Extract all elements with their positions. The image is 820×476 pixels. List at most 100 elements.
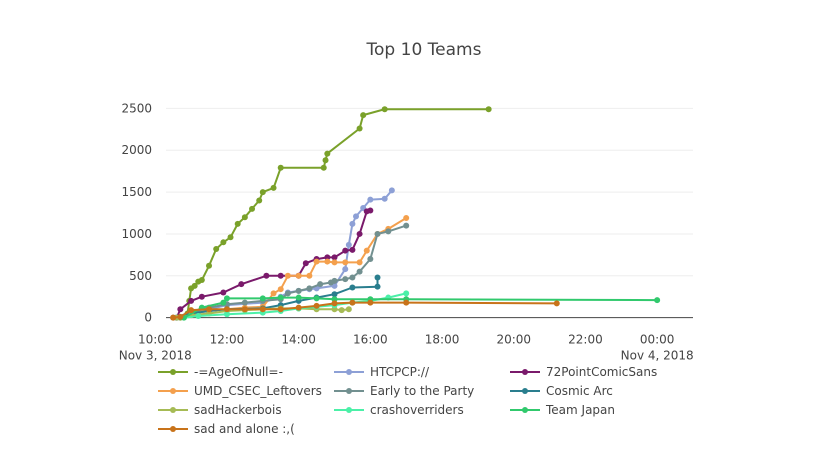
data-point[interactable] — [317, 281, 324, 288]
data-point[interactable] — [295, 287, 302, 294]
data-point[interactable] — [342, 259, 349, 266]
data-point[interactable] — [270, 290, 277, 297]
data-point[interactable] — [198, 293, 205, 300]
legend-item[interactable]: Cosmic Arc — [510, 384, 613, 398]
data-point[interactable] — [349, 220, 356, 227]
data-point[interactable] — [249, 205, 256, 212]
data-point[interactable] — [177, 306, 184, 313]
data-point[interactable] — [345, 306, 352, 313]
data-point[interactable] — [349, 274, 356, 281]
legend-item[interactable]: UMD_CSEC_Leftovers — [158, 384, 322, 398]
data-point[interactable] — [403, 299, 410, 306]
data-point[interactable] — [277, 164, 284, 171]
series-sad-and-alone[interactable] — [170, 299, 560, 321]
data-point[interactable] — [223, 306, 230, 313]
data-point[interactable] — [381, 195, 388, 202]
data-point[interactable] — [241, 214, 248, 221]
data-point[interactable] — [170, 314, 177, 321]
data-point[interactable] — [306, 285, 313, 292]
data-point[interactable] — [331, 259, 338, 266]
data-point[interactable] — [206, 306, 213, 313]
data-point[interactable] — [206, 262, 213, 269]
data-point[interactable] — [403, 215, 410, 222]
data-point[interactable] — [374, 274, 381, 281]
data-point[interactable] — [324, 254, 331, 261]
data-point[interactable] — [238, 281, 245, 288]
data-point[interactable] — [302, 260, 309, 267]
data-point[interactable] — [356, 268, 363, 275]
series-team-japan[interactable] — [180, 294, 661, 321]
data-point[interactable] — [331, 254, 338, 261]
data-point[interactable] — [313, 295, 320, 302]
data-point[interactable] — [374, 283, 381, 290]
data-point[interactable] — [277, 306, 284, 313]
data-point[interactable] — [342, 266, 349, 273]
data-point[interactable] — [553, 300, 560, 307]
data-point[interactable] — [195, 312, 202, 319]
data-point[interactable] — [331, 291, 338, 298]
data-point[interactable] — [403, 290, 410, 297]
data-point[interactable] — [349, 246, 356, 253]
data-point[interactable] — [338, 307, 345, 314]
data-point[interactable] — [188, 297, 195, 304]
data-point[interactable] — [367, 299, 374, 306]
data-point[interactable] — [270, 184, 277, 191]
data-point[interactable] — [313, 302, 320, 309]
data-point[interactable] — [381, 106, 388, 113]
data-point[interactable] — [259, 189, 266, 196]
data-point[interactable] — [191, 282, 198, 289]
legend-item[interactable]: 72PointComicSans — [510, 365, 657, 379]
data-point[interactable] — [284, 290, 291, 297]
data-point[interactable] — [388, 187, 395, 194]
data-point[interactable] — [374, 230, 381, 237]
data-point[interactable] — [345, 241, 352, 248]
data-point[interactable] — [241, 306, 248, 313]
data-point[interactable] — [331, 306, 338, 313]
data-point[interactable] — [177, 313, 184, 320]
data-point[interactable] — [263, 272, 270, 279]
data-point[interactable] — [188, 307, 195, 314]
data-point[interactable] — [256, 197, 263, 204]
data-point[interactable] — [198, 276, 205, 283]
data-point[interactable] — [234, 220, 241, 227]
data-point[interactable] — [356, 230, 363, 237]
data-point[interactable] — [356, 125, 363, 132]
data-point[interactable] — [367, 256, 374, 263]
data-point[interactable] — [277, 294, 284, 301]
data-point[interactable] — [322, 157, 329, 164]
data-point[interactable] — [342, 276, 349, 283]
legend-item[interactable]: Team Japan — [510, 403, 615, 417]
data-point[interactable] — [353, 213, 360, 220]
data-point[interactable] — [331, 296, 338, 303]
data-point[interactable] — [320, 164, 327, 171]
series-htcpcp[interactable] — [173, 187, 395, 321]
data-point[interactable] — [324, 258, 331, 265]
data-point[interactable] — [306, 272, 313, 279]
data-point[interactable] — [342, 247, 349, 254]
data-point[interactable] — [284, 272, 291, 279]
data-point[interactable] — [223, 295, 230, 302]
data-point[interactable] — [295, 304, 302, 311]
data-point[interactable] — [360, 112, 367, 119]
legend-item[interactable]: crashoverriders — [334, 403, 464, 417]
data-point[interactable] — [313, 258, 320, 265]
data-point[interactable] — [403, 222, 410, 229]
legend-item[interactable]: Early to the Party — [334, 384, 474, 398]
data-point[interactable] — [213, 246, 220, 253]
data-point[interactable] — [259, 306, 266, 313]
data-point[interactable] — [654, 297, 661, 304]
data-point[interactable] — [241, 299, 248, 306]
data-point[interactable] — [363, 247, 370, 254]
data-point[interactable] — [220, 239, 227, 246]
data-point[interactable] — [331, 277, 338, 284]
data-point[interactable] — [277, 272, 284, 279]
series-umd-csec-leftovers[interactable] — [170, 215, 410, 321]
data-point[interactable] — [295, 294, 302, 301]
data-point[interactable] — [356, 259, 363, 266]
data-point[interactable] — [277, 286, 284, 293]
data-point[interactable] — [223, 311, 230, 318]
data-point[interactable] — [324, 150, 331, 157]
data-point[interactable] — [367, 196, 374, 203]
data-point[interactable] — [349, 299, 356, 306]
data-point[interactable] — [220, 289, 227, 296]
